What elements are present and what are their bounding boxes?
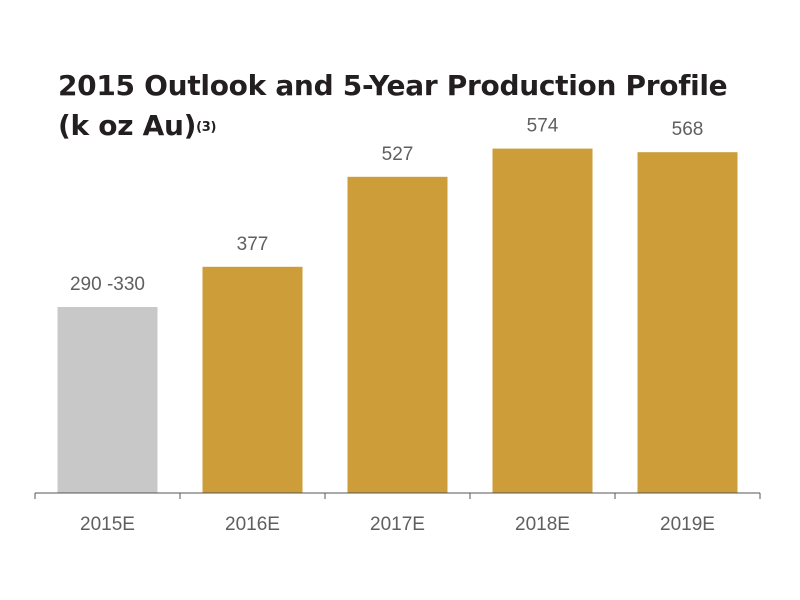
bar-2015e	[57, 307, 158, 493]
data-label-2016e: 377	[237, 234, 269, 255]
x-tick-label-2018e: 2018E	[515, 514, 570, 535]
x-axis: 2015E 2016E 2017E 2018E 2019E	[34, 492, 761, 535]
x-tick-label-2017e: 2017E	[370, 514, 425, 535]
data-labels: 290 -330 377 527 574 568	[70, 116, 703, 295]
chart-title-unit: (k oz Au)	[58, 109, 197, 142]
bar-2019e	[637, 152, 738, 493]
data-label-2015e: 290 -330	[70, 274, 145, 295]
bar-2018e	[492, 148, 593, 493]
data-label-2017e: 527	[382, 144, 414, 165]
chart-title-line2: (k oz Au)(3)	[58, 106, 727, 146]
bars	[57, 148, 738, 494]
chart-title: 2015 Outlook and 5-Year Production Profi…	[58, 66, 728, 146]
bar-2016e	[202, 266, 303, 493]
chart-title-footnote: (3)	[196, 120, 217, 135]
chart-title-line1: 2015 Outlook and 5-Year Production Profi…	[58, 69, 728, 102]
x-tick-label-2019e: 2019E	[660, 514, 715, 535]
bar-2017e	[347, 176, 448, 494]
data-label-2019e: 568	[672, 119, 704, 140]
data-label-2018e: 574	[527, 116, 559, 137]
x-tick-label-2016e: 2016E	[225, 514, 280, 535]
x-tick-label-2015e: 2015E	[80, 514, 135, 535]
